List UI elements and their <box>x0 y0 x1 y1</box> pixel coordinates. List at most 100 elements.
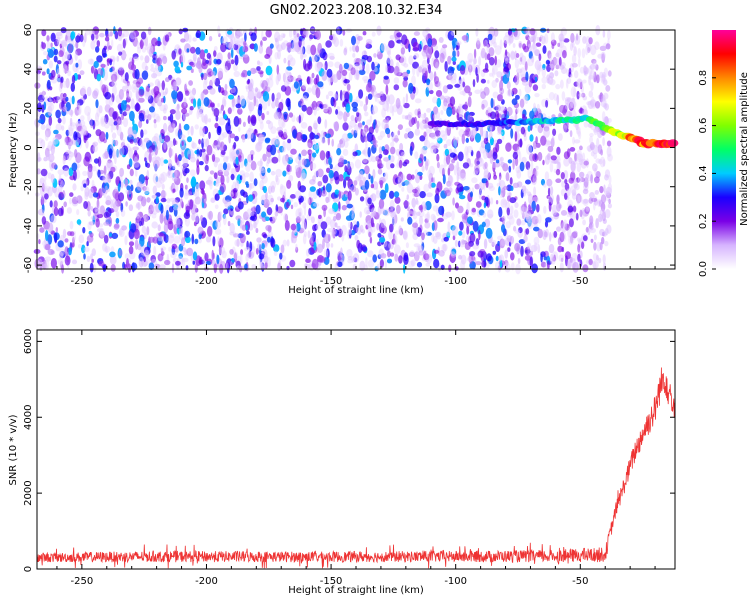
spectrogram-cell <box>202 138 207 144</box>
spectrogram-cell <box>333 93 338 100</box>
spectrogram-cell <box>540 261 547 268</box>
spectrogram-cell <box>214 204 219 210</box>
spectrogram-cell <box>330 243 334 248</box>
spectrogram-cell <box>394 244 401 255</box>
spectrogram-cell <box>517 257 521 265</box>
spectrogram-cell <box>520 206 528 217</box>
spectrogram-cell <box>160 247 164 254</box>
spectrogram-cell <box>607 70 612 77</box>
spectrogram-cell <box>134 103 141 112</box>
spectrogram-cell <box>241 173 246 184</box>
spectrogram-cell <box>385 96 390 105</box>
spectrogram-cell <box>261 199 265 206</box>
spectrogram-cell <box>363 103 368 112</box>
spectrogram-cell <box>278 101 284 112</box>
spectrogram-cell <box>290 148 297 155</box>
spectrogram-cell <box>426 192 433 198</box>
spectrogram-cell <box>259 258 262 268</box>
spectrogram-cell <box>212 236 216 247</box>
spectrogram-cell <box>578 195 583 203</box>
spectrogram-cell <box>169 113 174 123</box>
spectrogram-cell <box>537 151 543 162</box>
spectrogram-cell <box>55 109 61 119</box>
spectrogram-cell <box>141 70 149 80</box>
spectrogram-cell <box>38 184 42 191</box>
spectrogram-cell <box>191 142 197 149</box>
spectrogram-cell <box>190 68 194 73</box>
spectrogram-cell <box>550 253 554 265</box>
spectrogram-cell <box>57 259 64 265</box>
spectrogram-cell <box>281 146 286 153</box>
spectrogram-cell <box>225 155 230 160</box>
spectrogram-cell <box>42 179 47 191</box>
spectrogram-cell <box>173 169 181 178</box>
spectrogram-cell <box>489 156 494 164</box>
spectrogram-cell <box>121 52 127 58</box>
spectrogram-cell <box>605 186 612 196</box>
spectrogram-cell <box>79 34 84 43</box>
spectrogram-cell <box>331 228 337 235</box>
spectrogram-cell <box>184 90 190 96</box>
spectrogram-cell <box>486 44 490 53</box>
spectrogram-cell <box>216 138 220 148</box>
spectrogram-cell <box>37 152 41 163</box>
spectrogram-cell <box>459 195 466 200</box>
spectrogram-cell <box>413 55 417 60</box>
spectrogram-cell <box>266 236 271 243</box>
spectrogram-cell <box>589 69 596 80</box>
spectrogram-cell <box>412 86 416 94</box>
spectrogram-cell <box>298 114 301 124</box>
spectrogram-cell <box>336 225 341 230</box>
spectrogram-cell <box>393 84 400 91</box>
spectrogram-cell <box>581 199 588 205</box>
spectrogram-cell <box>235 191 241 198</box>
spectrogram-cell <box>104 185 108 195</box>
spectrogram-cell <box>37 72 40 82</box>
spectrogram-cell <box>49 99 53 107</box>
spectrogram-cell <box>383 75 389 80</box>
spectrogram-cell <box>576 162 581 173</box>
spectrogram-cell <box>331 138 335 147</box>
spectrogram-cell <box>67 53 72 61</box>
spectrogram-cell <box>424 35 429 40</box>
spectrogram-cell <box>220 174 225 185</box>
spectrogram-cell <box>361 246 368 252</box>
spectrogram-cell <box>175 260 181 266</box>
spectrogram-cell <box>533 102 536 112</box>
spectrogram-cell <box>41 42 46 50</box>
spectrogram-cell <box>552 204 557 213</box>
spectrogram-cell <box>366 210 371 215</box>
spectrogram-cell <box>419 120 426 130</box>
spectrogram-cell <box>170 252 177 259</box>
spectrogram-cell <box>569 147 576 152</box>
spectrogram-cell <box>305 258 311 264</box>
spectrogram-cell <box>420 204 423 213</box>
spectrogram-cell <box>376 25 382 36</box>
spectrogram-cell <box>340 224 347 236</box>
spectrogram-cell <box>516 243 521 248</box>
spectrogram-cell <box>135 214 140 219</box>
spectrogram-cell <box>112 85 117 96</box>
spectrogram-cell <box>235 148 243 157</box>
spectrogram-cell <box>499 156 504 162</box>
spectrogram-cell <box>511 262 515 271</box>
spectrogram-cell <box>553 211 560 220</box>
spectrogram-cell <box>559 231 565 243</box>
spectrogram-cell <box>261 100 268 111</box>
spectrogram-cell <box>53 200 58 209</box>
spectrogram-cell <box>409 145 413 156</box>
spectrogram-cell <box>593 241 597 251</box>
spectrogram-cell <box>280 244 285 254</box>
spectrogram-cell <box>235 215 242 221</box>
spectrogram-cell <box>464 60 470 69</box>
spectrogram-cell <box>57 207 64 217</box>
spectrogram-cell <box>602 231 607 237</box>
spectrogram-cell <box>301 149 308 157</box>
spectrogram-cell <box>248 101 255 112</box>
spectrogram-cell <box>206 52 211 60</box>
spectrogram-cell <box>519 52 524 59</box>
spectrogram-cell <box>77 99 84 106</box>
spectrogram-cell <box>302 92 310 99</box>
spectrogram-cell <box>319 150 326 161</box>
spectrogram-cell <box>557 245 563 253</box>
